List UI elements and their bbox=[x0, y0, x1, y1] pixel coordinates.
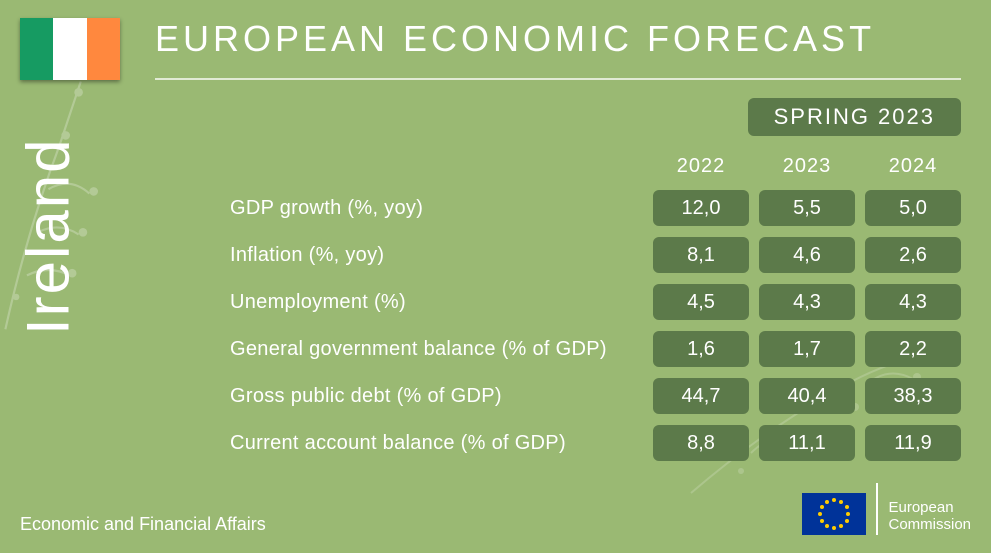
row-label: General government balance (% of GDP) bbox=[230, 338, 643, 361]
data-cell: 38,3 bbox=[865, 378, 961, 414]
data-cell: 1,6 bbox=[653, 331, 749, 367]
table-header-row: 2022 2023 2024 bbox=[230, 155, 961, 178]
data-cell: 4,3 bbox=[759, 284, 855, 320]
country-flag-ireland bbox=[20, 18, 120, 80]
data-cell: 2,6 bbox=[865, 237, 961, 273]
row-label: Unemployment (%) bbox=[230, 291, 643, 314]
page-title: EUROPEAN ECONOMIC FORECAST bbox=[155, 18, 875, 60]
col-header: 2023 bbox=[759, 155, 855, 178]
table-row: Gross public debt (% of GDP) 44,7 40,4 3… bbox=[230, 378, 961, 414]
logo-separator bbox=[876, 483, 878, 535]
eu-flag-icon bbox=[802, 493, 866, 535]
data-cell: 8,8 bbox=[653, 425, 749, 461]
data-cell: 12,0 bbox=[653, 190, 749, 226]
row-label: Current account balance (% of GDP) bbox=[230, 432, 643, 455]
col-header: 2024 bbox=[865, 155, 961, 178]
data-cell: 40,4 bbox=[759, 378, 855, 414]
table-row: Current account balance (% of GDP) 8,8 1… bbox=[230, 425, 961, 461]
logo-text: European Commission bbox=[888, 499, 971, 536]
period-badge: SPRING 2023 bbox=[748, 98, 961, 136]
table-row: GDP growth (%, yoy) 12,0 5,5 5,0 bbox=[230, 190, 961, 226]
footer: Economic and Financial Affairs European … bbox=[20, 483, 971, 535]
data-cell: 4,3 bbox=[865, 284, 961, 320]
data-cell: 5,5 bbox=[759, 190, 855, 226]
flag-stripe-3 bbox=[87, 18, 120, 80]
data-cell: 2,2 bbox=[865, 331, 961, 367]
data-cell: 1,7 bbox=[759, 331, 855, 367]
data-cell: 44,7 bbox=[653, 378, 749, 414]
forecast-table: 2022 2023 2024 GDP growth (%, yoy) 12,0 … bbox=[230, 155, 961, 472]
org-line-1: European bbox=[888, 499, 971, 516]
country-name-vertical: Ireland bbox=[14, 138, 83, 335]
row-label: GDP growth (%, yoy) bbox=[230, 197, 643, 220]
data-cell: 11,1 bbox=[759, 425, 855, 461]
table-row: General government balance (% of GDP) 1,… bbox=[230, 331, 961, 367]
table-row: Inflation (%, yoy) 8,1 4,6 2,6 bbox=[230, 237, 961, 273]
european-commission-logo: European Commission bbox=[802, 483, 971, 535]
row-label: Inflation (%, yoy) bbox=[230, 244, 643, 267]
title-divider bbox=[155, 78, 961, 80]
flag-stripe-2 bbox=[53, 18, 86, 80]
data-cell: 5,0 bbox=[865, 190, 961, 226]
footer-label: Economic and Financial Affairs bbox=[20, 514, 266, 535]
row-label: Gross public debt (% of GDP) bbox=[230, 385, 643, 408]
data-cell: 4,6 bbox=[759, 237, 855, 273]
flag-stripe-1 bbox=[20, 18, 53, 80]
col-header: 2022 bbox=[653, 155, 749, 178]
table-row: Unemployment (%) 4,5 4,3 4,3 bbox=[230, 284, 961, 320]
data-cell: 11,9 bbox=[865, 425, 961, 461]
org-line-2: Commission bbox=[888, 516, 971, 533]
data-cell: 8,1 bbox=[653, 237, 749, 273]
data-cell: 4,5 bbox=[653, 284, 749, 320]
